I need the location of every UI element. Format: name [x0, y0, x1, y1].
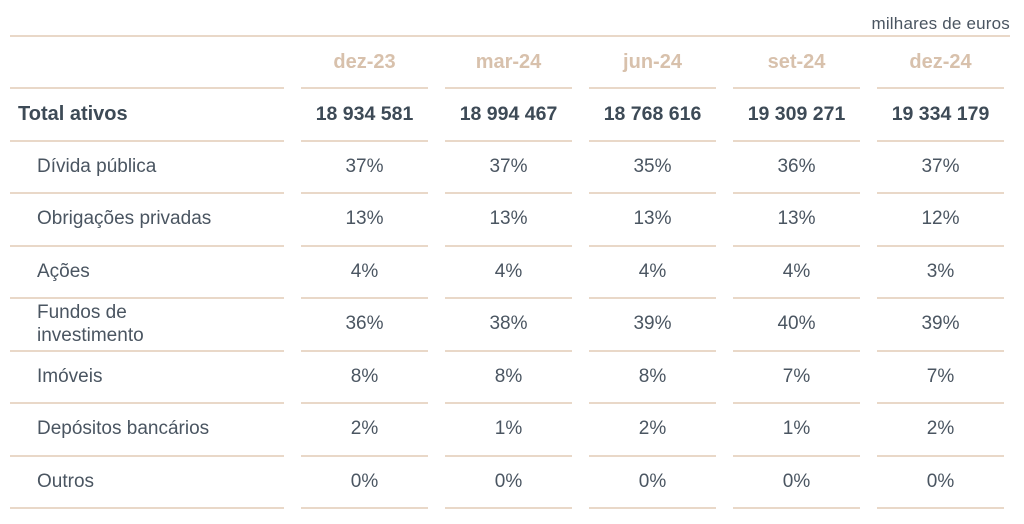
column-header: dez-24	[877, 37, 1004, 89]
table-cell: 19 309 271	[733, 89, 860, 142]
table-row: Dívida pública 37% 37% 35% 36% 37%	[10, 142, 1010, 194]
table-cell: 4%	[301, 247, 428, 299]
table-cell: 13%	[589, 194, 716, 247]
table-cell: 4%	[589, 247, 716, 299]
table-cell: 36%	[301, 299, 428, 352]
table-cell: 35%	[589, 142, 716, 194]
table-cell: 18 934 581	[301, 89, 428, 142]
table-cell: 0%	[445, 457, 572, 509]
table-cell: 4%	[445, 247, 572, 299]
table-cell: 0%	[733, 457, 860, 509]
header-label-cell	[10, 37, 284, 89]
table-cell: 7%	[733, 352, 860, 404]
table-cell: 0%	[877, 457, 1004, 509]
table-row: Obrigações privadas 13% 13% 13% 13% 12%	[10, 194, 1010, 247]
total-row: Total ativos 18 934 581 18 994 467 18 76…	[10, 89, 1010, 142]
table-cell: 2%	[301, 404, 428, 457]
column-header: mar-24	[445, 37, 572, 89]
table-row: Depósitos bancários 2% 1% 2% 1% 2%	[10, 404, 1010, 457]
table-cell: 1%	[445, 404, 572, 457]
table-cell: 19 334 179	[877, 89, 1004, 142]
table-cell: 1%	[733, 404, 860, 457]
table-header-row: dez-23 mar-24 jun-24 set-24 dez-24	[10, 37, 1010, 89]
row-label: Dívida pública	[10, 142, 284, 194]
table-cell: 38%	[445, 299, 572, 352]
table-cell: 7%	[877, 352, 1004, 404]
table-cell: 39%	[589, 299, 716, 352]
table-cell: 13%	[445, 194, 572, 247]
row-label: Total ativos	[10, 89, 284, 142]
table-cell: 8%	[445, 352, 572, 404]
table-row: Outros 0% 0% 0% 0% 0%	[10, 457, 1010, 509]
assets-table: dez-23 mar-24 jun-24 set-24 dez-24 Total…	[10, 35, 1010, 509]
table-cell: 0%	[301, 457, 428, 509]
table-row: Fundos de investimento 36% 38% 39% 40% 3…	[10, 299, 1010, 352]
table-cell: 36%	[733, 142, 860, 194]
table-cell: 18 994 467	[445, 89, 572, 142]
table-cell: 37%	[877, 142, 1004, 194]
row-label: Obrigações privadas	[10, 194, 284, 247]
row-label: Outros	[10, 457, 284, 509]
column-header: dez-23	[301, 37, 428, 89]
row-label: Depósitos bancários	[10, 404, 284, 457]
row-label: Ações	[10, 247, 284, 299]
table-cell: 4%	[733, 247, 860, 299]
table-cell: 2%	[877, 404, 1004, 457]
table-row: Imóveis 8% 8% 8% 7% 7%	[10, 352, 1010, 404]
table-cell: 37%	[301, 142, 428, 194]
table-cell: 39%	[877, 299, 1004, 352]
table-cell: 0%	[589, 457, 716, 509]
table-cell: 13%	[733, 194, 860, 247]
table-cell: 13%	[301, 194, 428, 247]
table-row: Ações 4% 4% 4% 4% 3%	[10, 247, 1010, 299]
column-header: set-24	[733, 37, 860, 89]
table-cell: 12%	[877, 194, 1004, 247]
table-cell: 8%	[589, 352, 716, 404]
row-label: Imóveis	[10, 352, 284, 404]
table-cell: 8%	[301, 352, 428, 404]
table-cell: 2%	[589, 404, 716, 457]
row-label: Fundos de investimento	[10, 299, 284, 352]
column-header: jun-24	[589, 37, 716, 89]
table-cell: 40%	[733, 299, 860, 352]
table-cell: 3%	[877, 247, 1004, 299]
table-cell: 18 768 616	[589, 89, 716, 142]
table-cell: 37%	[445, 142, 572, 194]
unit-note: milhares de euros	[871, 14, 1010, 33]
